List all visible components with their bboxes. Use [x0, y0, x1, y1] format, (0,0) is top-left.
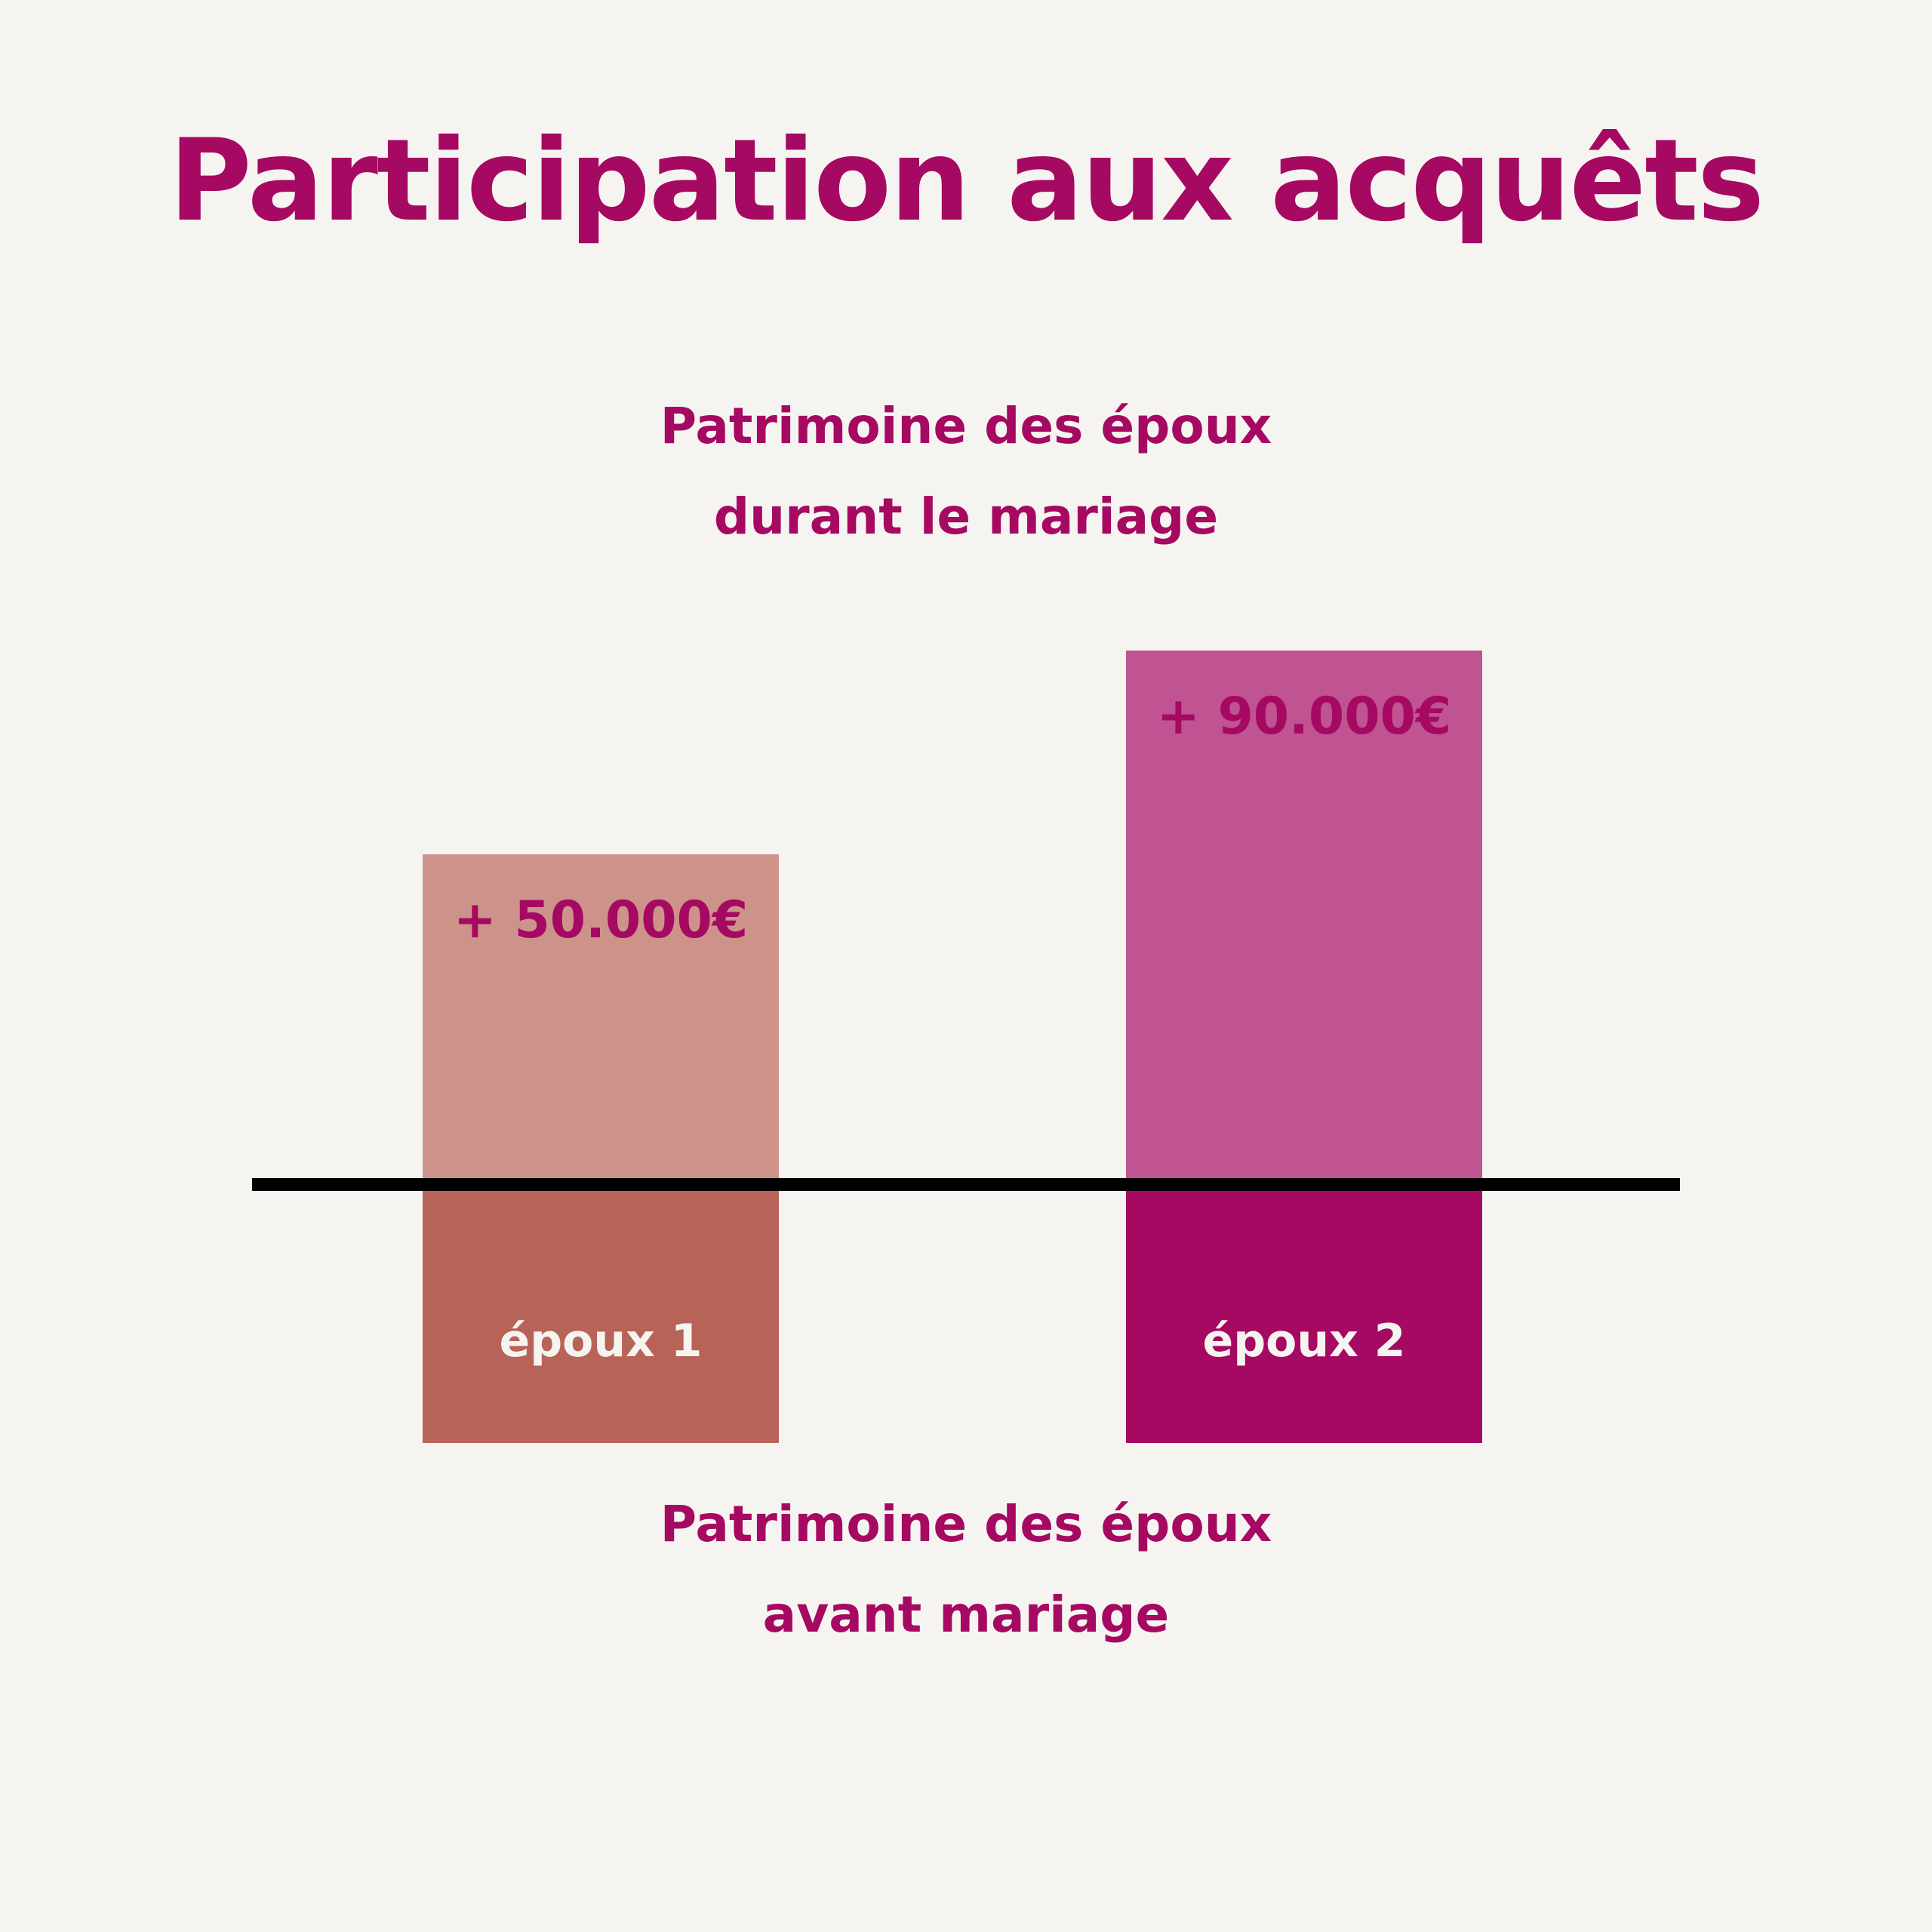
- marriage-baseline: [252, 1178, 1680, 1191]
- spouse-1-gain-label: + 50.000€: [453, 891, 749, 950]
- caption-before-line-2: avant mariage: [762, 1586, 1170, 1644]
- caption-during-line-1: Patrimoine des époux: [660, 397, 1272, 455]
- spouse-1-gain-bar: + 50.000€: [423, 854, 779, 1186]
- caption-during-line-2: durant le mariage: [713, 488, 1219, 546]
- caption-during-marriage: Patrimoine des époux durant le mariage: [0, 381, 1932, 562]
- spouse-1-initial-bar: époux 1: [423, 1185, 779, 1443]
- spouse-2-gain-bar: + 90.000€: [1126, 651, 1482, 1186]
- caption-before-marriage: Patrimoine des époux avant mariage: [0, 1479, 1932, 1660]
- spouse-2-initial-bar: époux 2: [1126, 1185, 1482, 1443]
- page-title: Participation aux acquêts: [168, 115, 1764, 247]
- caption-before-line-1: Patrimoine des époux: [660, 1495, 1272, 1553]
- spouse-2-label: époux 2: [1202, 1315, 1406, 1367]
- spouse-1-label: époux 1: [499, 1315, 703, 1367]
- spouse-2-gain-label: + 90.000€: [1156, 687, 1452, 746]
